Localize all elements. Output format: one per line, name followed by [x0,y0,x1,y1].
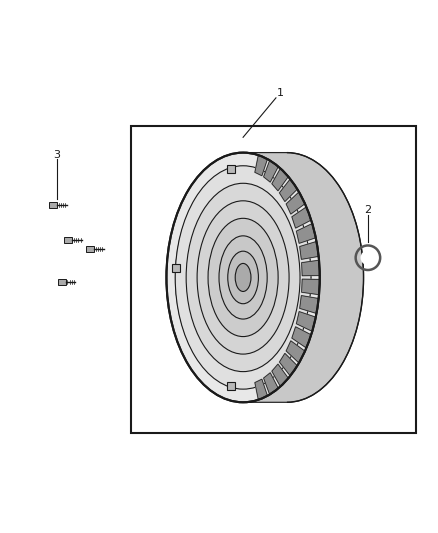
Bar [227,382,235,390]
Polygon shape [272,168,288,191]
Polygon shape [300,241,318,259]
Bar [49,202,57,208]
Polygon shape [279,353,297,376]
Ellipse shape [235,263,251,292]
Polygon shape [264,160,278,182]
Polygon shape [302,260,320,276]
Bar [64,237,72,243]
Ellipse shape [360,251,375,265]
Ellipse shape [219,236,267,319]
Polygon shape [286,341,305,363]
Polygon shape [255,379,268,400]
Polygon shape [272,364,288,386]
Text: 2: 2 [364,205,371,215]
Polygon shape [297,312,316,332]
Ellipse shape [228,251,258,304]
Ellipse shape [208,219,278,336]
Bar [131,126,416,433]
Polygon shape [302,279,320,295]
Polygon shape [292,327,311,348]
Bar [172,264,180,272]
Polygon shape [300,296,318,313]
Bar [227,165,235,173]
Ellipse shape [176,167,311,387]
Polygon shape [297,224,316,243]
Polygon shape [286,192,305,214]
Text: 3: 3 [53,150,60,160]
Polygon shape [292,207,311,228]
Polygon shape [255,155,268,176]
Polygon shape [264,373,278,394]
Polygon shape [243,152,364,402]
Text: 1: 1 [277,88,284,99]
Ellipse shape [186,183,300,372]
Bar [86,246,94,252]
Ellipse shape [175,166,311,389]
Polygon shape [279,179,297,201]
Ellipse shape [197,201,289,354]
Bar [58,279,66,285]
Ellipse shape [166,152,320,402]
